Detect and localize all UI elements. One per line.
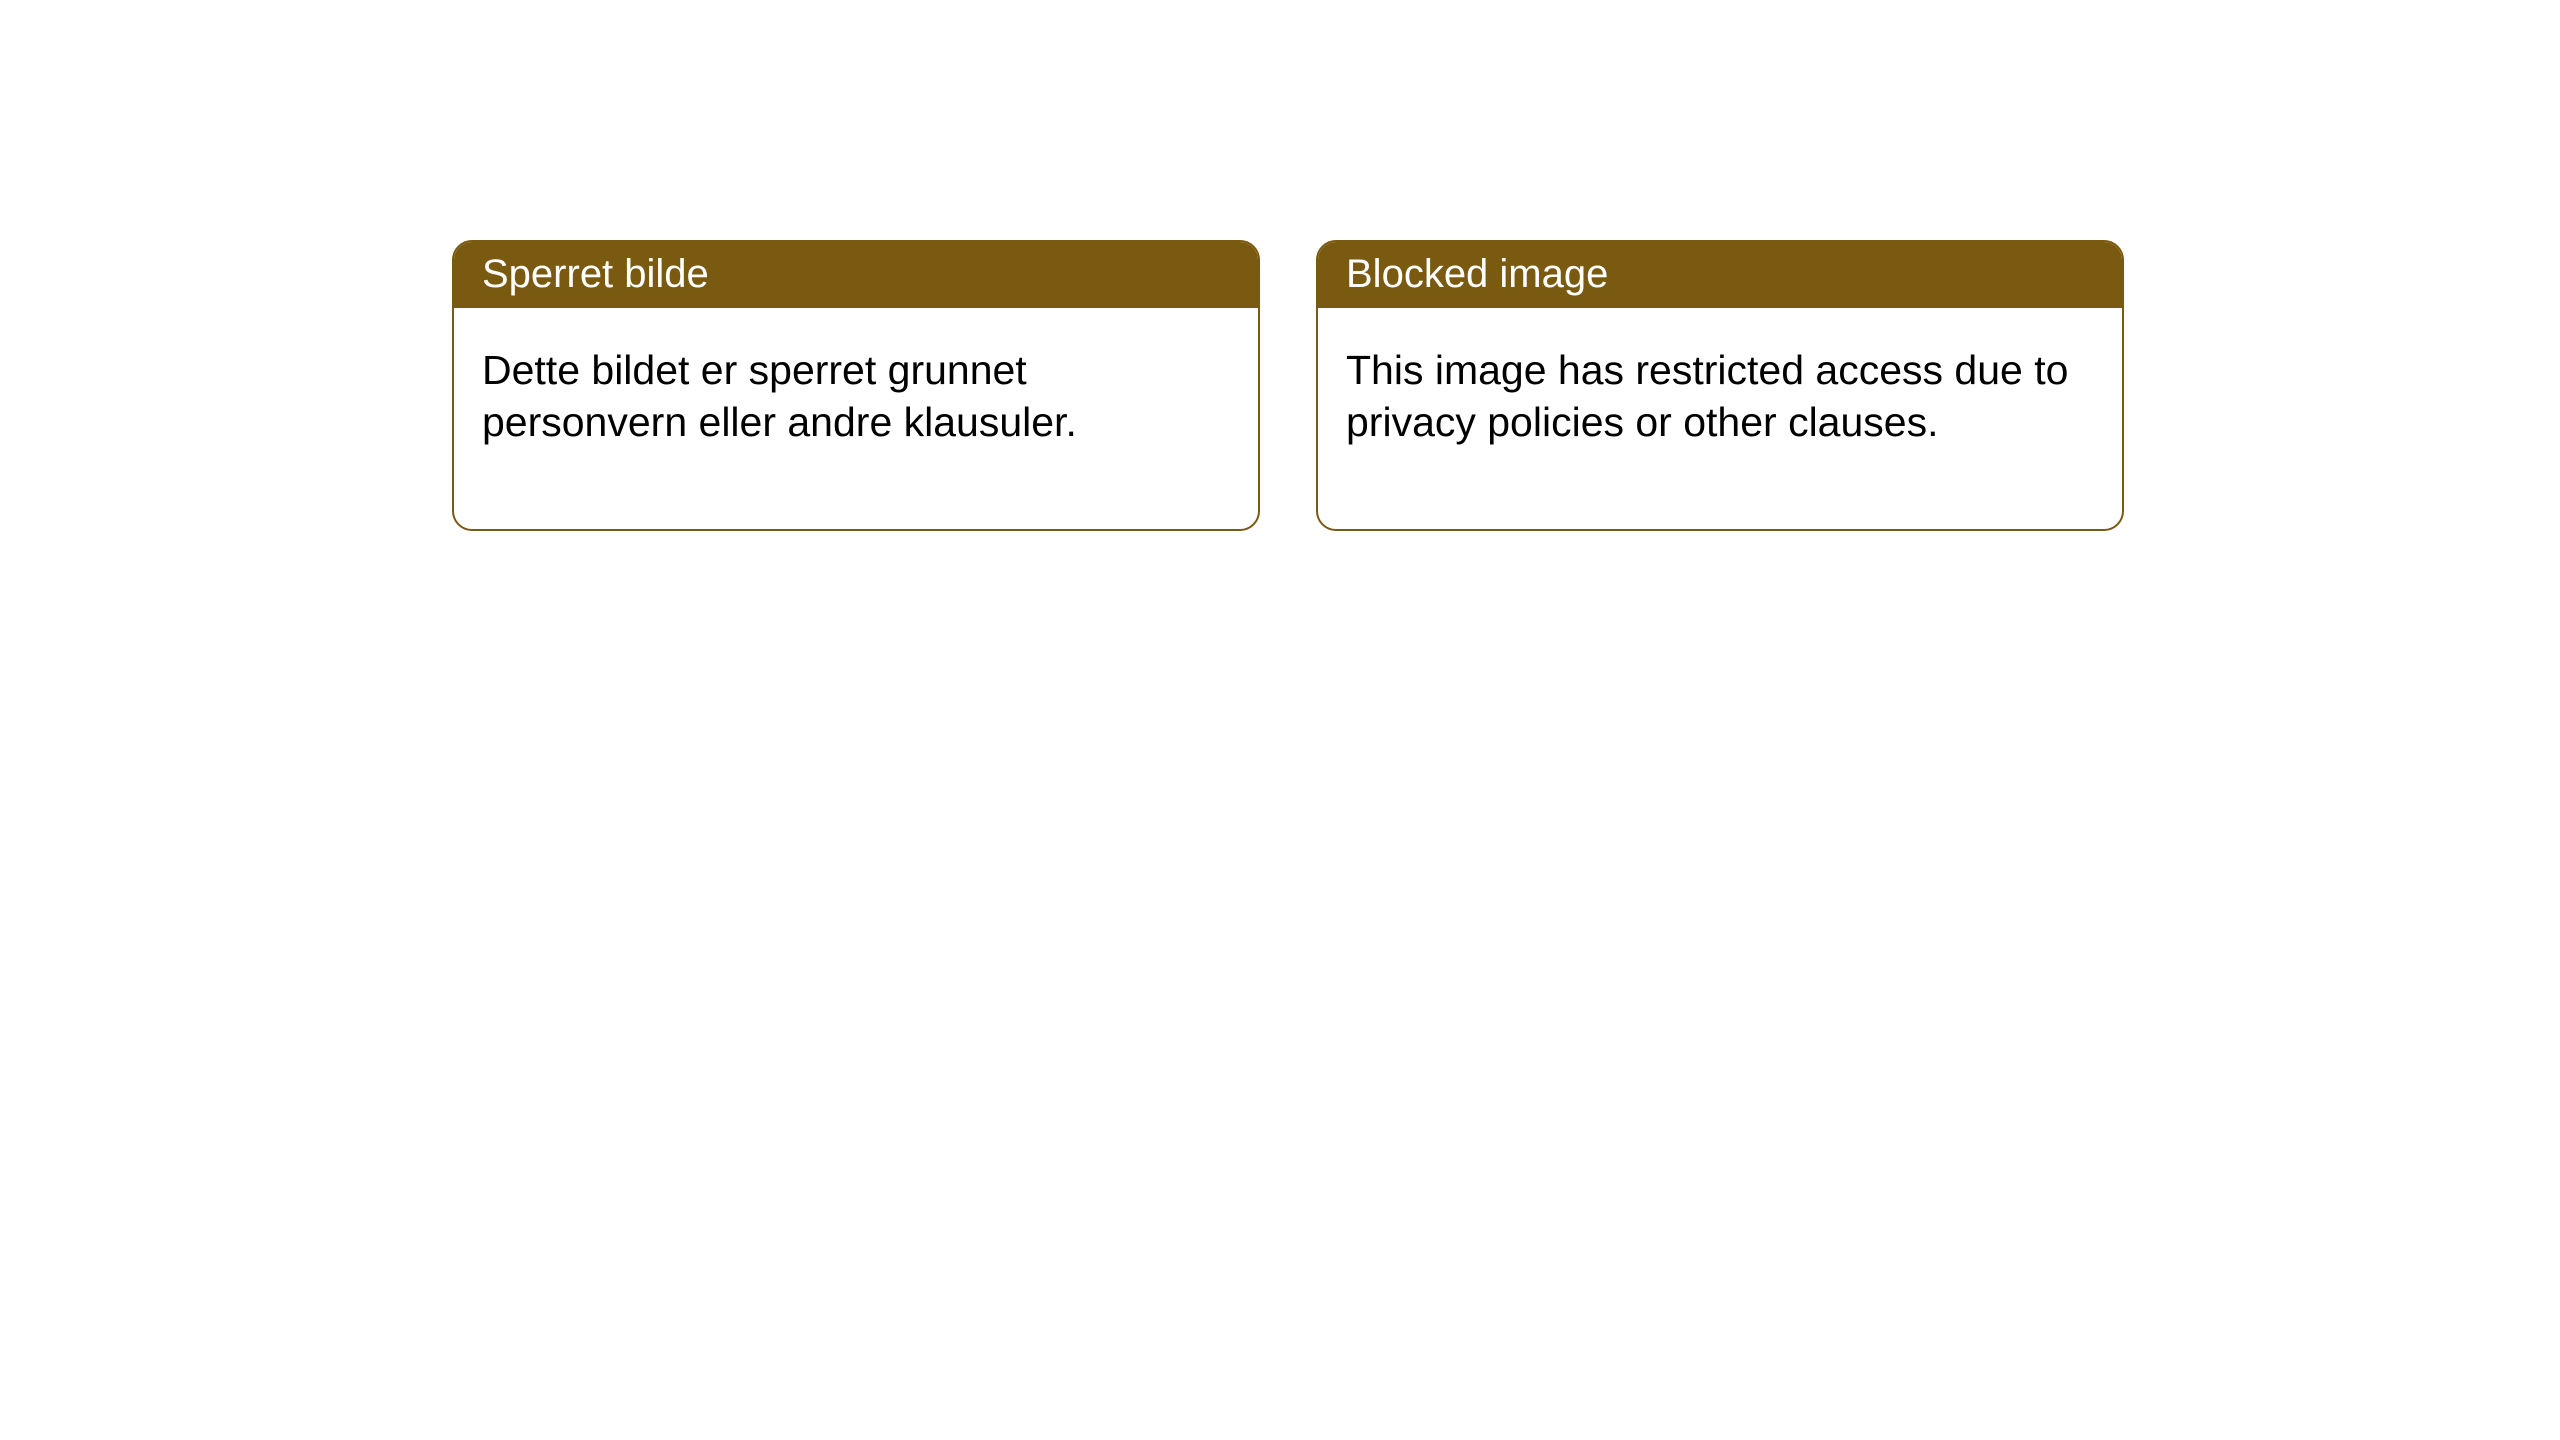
card-header: Blocked image: [1318, 242, 2122, 308]
blocked-image-card-no: Sperret bilde Dette bildet er sperret gr…: [452, 240, 1260, 531]
card-body-text: Dette bildet er sperret grunnet personve…: [482, 347, 1077, 445]
blocked-image-card-en: Blocked image This image has restricted …: [1316, 240, 2124, 531]
card-title: Blocked image: [1346, 252, 1608, 296]
notice-cards-container: Sperret bilde Dette bildet er sperret gr…: [0, 0, 2560, 531]
card-body-text: This image has restricted access due to …: [1346, 347, 2068, 445]
card-body: Dette bildet er sperret grunnet personve…: [454, 308, 1258, 529]
card-header: Sperret bilde: [454, 242, 1258, 308]
card-body: This image has restricted access due to …: [1318, 308, 2122, 529]
card-title: Sperret bilde: [482, 252, 709, 296]
